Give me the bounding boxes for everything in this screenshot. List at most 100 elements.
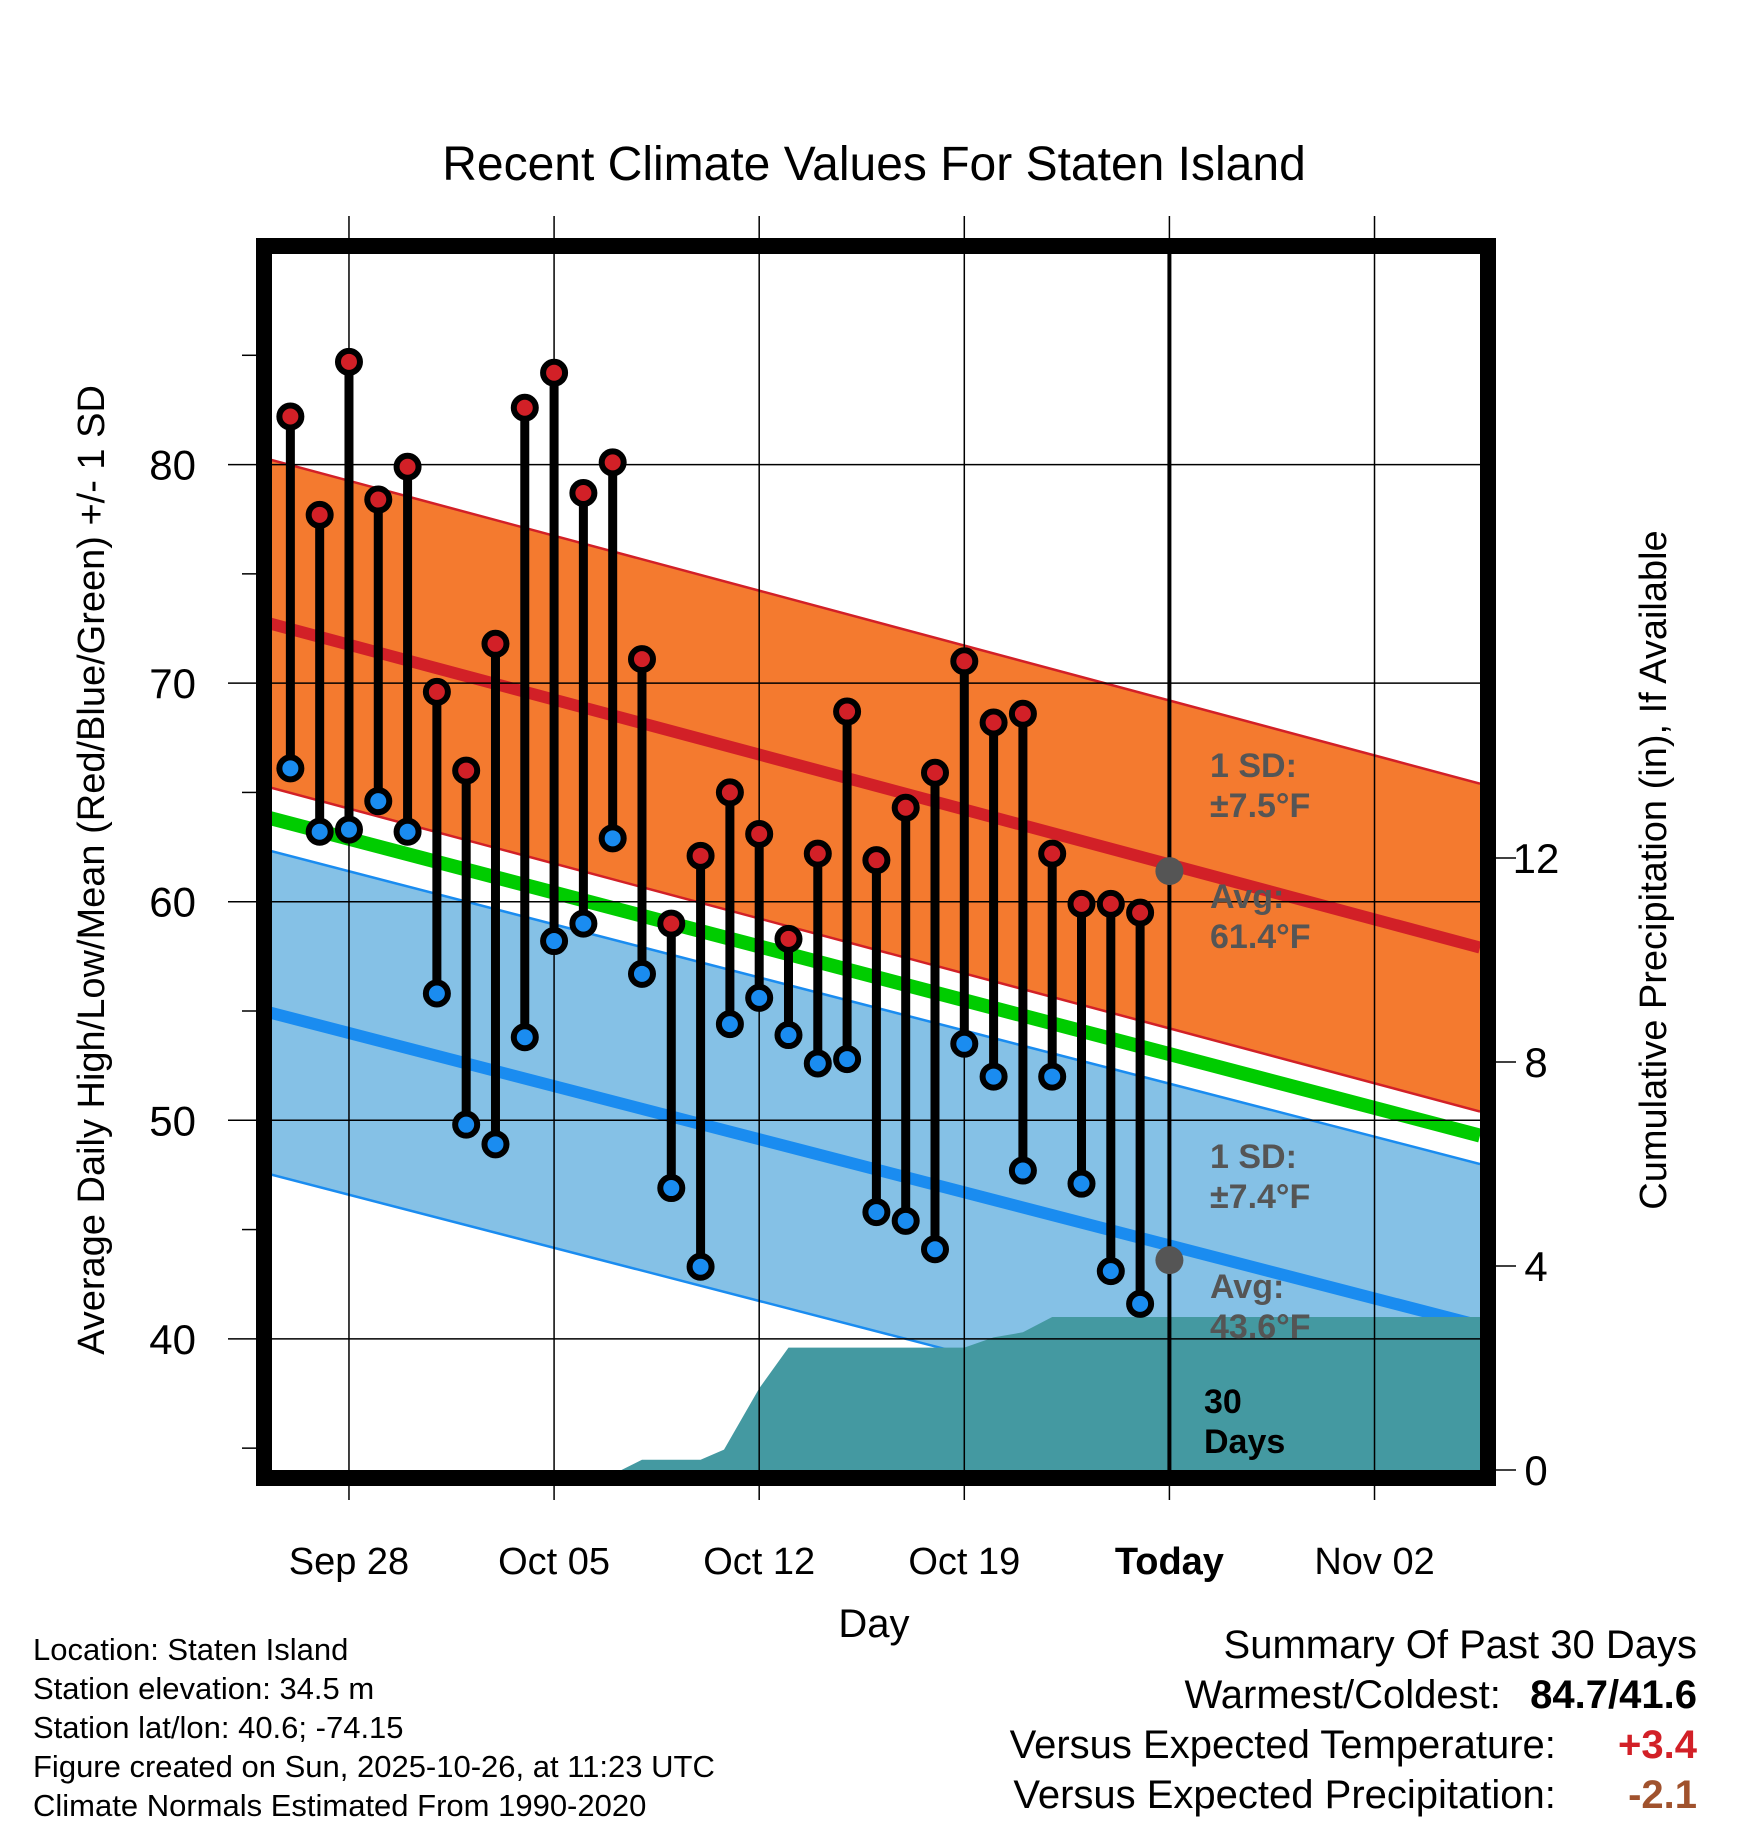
daily-high-point	[774, 924, 803, 953]
daily-high-point	[452, 756, 481, 785]
low-avg-label-line: Avg:	[1210, 1268, 1284, 1306]
daily-low-point	[950, 1029, 979, 1058]
y2-tick-label: 4	[1524, 1243, 1547, 1290]
info-normals: Climate Normals Estimated From 1990-2020	[33, 1788, 647, 1823]
daily-low-point	[1067, 1169, 1096, 1198]
daily-low-point	[1038, 1062, 1067, 1091]
y2-tick-label: 8	[1524, 1039, 1547, 1086]
daily-high-point	[686, 841, 715, 870]
high-sd-label: 1 SD: ±7.5°F	[1210, 747, 1310, 825]
precip-period-label: 30 Days	[1204, 1383, 1285, 1461]
daily-high-point	[540, 358, 569, 387]
daily-high-point	[364, 485, 393, 514]
daily-low-point	[1126, 1289, 1155, 1318]
daily-high-point	[334, 347, 363, 376]
chart-title: Recent Climate Values For Staten Island	[442, 138, 1306, 191]
daily-high-point	[422, 677, 451, 706]
high-avg-label-line: Avg:	[1210, 878, 1284, 916]
x-tick-label: Oct 12	[703, 1541, 815, 1583]
daily-low-point	[569, 909, 598, 938]
x-tick-label: Oct 05	[498, 1541, 610, 1583]
x-tick-label: Sep 28	[289, 1541, 409, 1583]
precip-area	[621, 1317, 1480, 1470]
low-sd-label: 1 SD: ±7.4°F	[1210, 1138, 1310, 1216]
precip-anomaly-value: -2.1	[1628, 1773, 1697, 1817]
daily-high-point	[745, 819, 774, 848]
daily-low-point	[920, 1235, 949, 1264]
y-tick-label: 70	[149, 660, 196, 707]
y-tick-label: 60	[149, 879, 196, 926]
daily-low-point	[510, 1023, 539, 1052]
summary-title: Summary Of Past 30 Days	[1223, 1623, 1697, 1667]
daily-high-point	[862, 846, 891, 875]
precip-period-label-line: 30	[1204, 1383, 1242, 1421]
station-info: Location: Staten Island Station elevatio…	[33, 1630, 715, 1825]
daily-high-point	[1008, 699, 1037, 728]
temp-anomaly-label: Versus Expected Temperature:	[1009, 1723, 1556, 1767]
daily-low-point	[481, 1130, 510, 1159]
daily-high-point	[950, 647, 979, 676]
high-avg-label-line: 61.4°F	[1210, 918, 1311, 956]
precip-period-label-line: Days	[1204, 1423, 1285, 1461]
daily-high-point	[1096, 889, 1125, 918]
daily-low-point	[803, 1049, 832, 1078]
today-high-avg-marker	[1155, 857, 1184, 886]
daily-high-point	[803, 839, 832, 868]
y2-tick-label: 0	[1524, 1447, 1547, 1494]
today-low-avg-marker	[1155, 1246, 1184, 1275]
daily-high-point	[979, 708, 1008, 737]
high-avg-label: Avg: 61.4°F	[1210, 878, 1311, 956]
daily-low-point	[833, 1045, 862, 1074]
daily-high-point	[569, 478, 598, 507]
daily-high-point	[1126, 898, 1155, 927]
y-axis-title: Average Daily High/Low/Mean (Red/Blue/Gr…	[71, 385, 113, 1355]
daily-low-point	[891, 1206, 920, 1235]
summary-panel: Summary Of Past 30 Days Warmest/Coldest:…	[1010, 1620, 1697, 1820]
normal-high-line	[264, 616, 1480, 954]
low-sd-label-line: ±7.4°F	[1210, 1178, 1310, 1216]
x-tick-label: Oct 19	[908, 1541, 1020, 1583]
daily-low-point	[1008, 1156, 1037, 1185]
summary-precip: Versus Expected Precipitation: -2.1	[1010, 1770, 1697, 1820]
x-axis-title: Day	[838, 1602, 909, 1646]
daily-low-point	[393, 817, 422, 846]
daily-low-point	[715, 1010, 744, 1039]
daily-high-point	[393, 452, 422, 481]
daily-low-point	[276, 754, 305, 783]
daily-high-point	[1038, 839, 1067, 868]
daily-low-point	[657, 1174, 686, 1203]
daily-low-point	[598, 824, 627, 853]
daily-low-point	[540, 927, 569, 956]
daily-high-point	[276, 402, 305, 431]
info-latlon: Station lat/lon: 40.6; -74.15	[33, 1710, 404, 1745]
high-sd-label-line: ±7.5°F	[1210, 787, 1310, 825]
y-tick-label: 50	[149, 1097, 196, 1144]
daily-high-point	[715, 778, 744, 807]
info-elevation: Station elevation: 34.5 m	[33, 1671, 375, 1706]
info-created: Figure created on Sun, 2025-10-26, at 11…	[33, 1749, 715, 1784]
y-tick-label: 40	[149, 1316, 196, 1363]
y2-tick-label: 12	[1513, 835, 1560, 882]
daily-low-point	[774, 1021, 803, 1050]
daily-low-point	[452, 1110, 481, 1139]
daily-low-point	[364, 787, 393, 816]
plot-frame	[256, 238, 1496, 1486]
daily-low-point	[686, 1252, 715, 1281]
daily-low-point	[862, 1198, 891, 1227]
daily-high-point	[510, 393, 539, 422]
daily-high-point	[305, 500, 334, 529]
x-tick-label: Nov 02	[1314, 1541, 1434, 1583]
low-avg-label: Avg: 43.6°F	[1210, 1268, 1311, 1346]
summary-warm-cold: Warmest/Coldest: 84.7/41.6	[1010, 1670, 1698, 1720]
daily-low-point	[627, 959, 656, 988]
daily-low-point	[305, 817, 334, 846]
low-avg-label-line: 43.6°F	[1210, 1308, 1311, 1346]
daily-high-point	[598, 448, 627, 477]
summary-temp: Versus Expected Temperature: +3.4	[1010, 1720, 1697, 1770]
daily-high-point	[657, 909, 686, 938]
temp-anomaly-value: +3.4	[1618, 1723, 1697, 1767]
y2-axis-title: Cumulative Precipitation (in), If Availa…	[1633, 530, 1675, 1209]
info-location: Location: Staten Island	[33, 1632, 349, 1667]
y-tick-label: 80	[149, 442, 196, 489]
